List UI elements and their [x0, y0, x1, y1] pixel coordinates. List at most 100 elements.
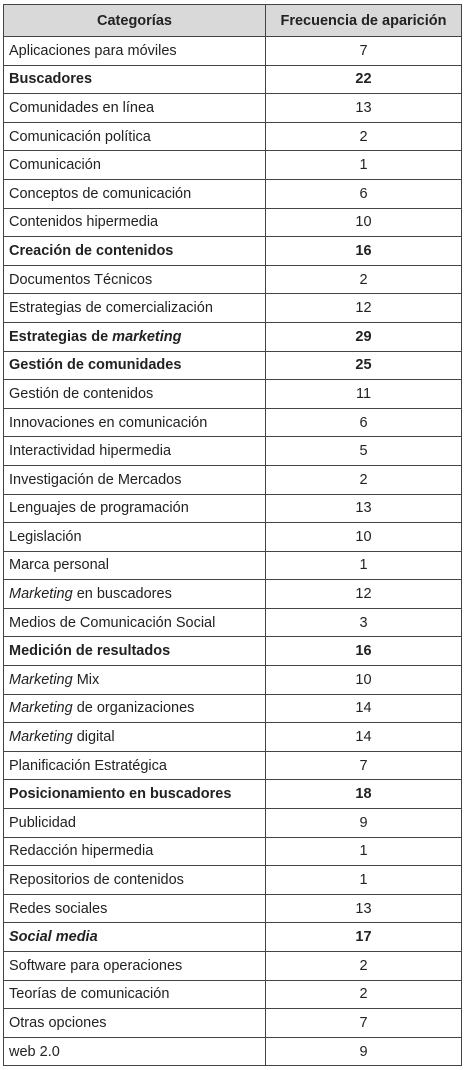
table-row: Comunicación política 2 [3, 121, 462, 152]
category-text: Marca personal [9, 557, 109, 574]
category-text: Medición de resultados [9, 643, 171, 660]
category-cell: Marketing de organizaciones [3, 693, 266, 724]
frequency-cell: 16 [265, 636, 462, 667]
frequency-cell: 16 [265, 236, 462, 266]
category-cell: Publicidad [3, 808, 266, 838]
frequency-cell: 13 [265, 93, 462, 123]
frequency-cell: 2 [265, 464, 462, 495]
frequency-cell: 13 [265, 493, 462, 524]
table-row: Lenguajes de programación 13 [3, 493, 462, 524]
category-cell: Comunicación política [3, 121, 266, 152]
category-text: Contenidos hipermedia [9, 214, 159, 231]
table-row: Medición de resultados 16 [3, 636, 462, 667]
table-row: Software para operaciones 2 [3, 951, 462, 981]
table-row: Comunicación 1 [3, 150, 462, 180]
frequency-cell: 7 [265, 1008, 462, 1038]
category-cell: Gestión de comunidades [3, 350, 266, 381]
frequency-cell: 7 [265, 750, 462, 781]
category-cell: Comunicación [3, 150, 266, 180]
frequency-cell: 22 [265, 64, 462, 95]
frequency-cell: 10 [265, 522, 462, 552]
category-cell: Redes sociales [3, 893, 266, 924]
category-text: Redes sociales [9, 900, 108, 917]
table-row: Marketing de organizaciones 14 [3, 693, 462, 724]
table-row: Repositorios de contenidos 1 [3, 865, 462, 895]
category-cell: Estrategias de comercialización [3, 293, 266, 323]
category-cell: Gestión de contenidos [3, 379, 266, 409]
category-cell: Software para operaciones [3, 951, 266, 981]
table-row: Marketing digital 14 [3, 722, 462, 752]
category-cell: Social media [3, 922, 266, 952]
category-text: web 2.0 [9, 1043, 60, 1060]
category-cell: Conceptos de comunicación [3, 178, 266, 209]
category-text: Social media [9, 929, 98, 946]
category-cell: Aplicaciones para móviles [3, 36, 266, 66]
frequency-cell: 12 [265, 293, 462, 323]
frequency-cell: 25 [265, 350, 462, 381]
category-cell: Repositorios de contenidos [3, 865, 266, 895]
category-text: Documentos Técnicos [9, 271, 153, 288]
category-text: marketing [112, 328, 182, 345]
table-row: Gestión de comunidades 25 [3, 350, 462, 381]
category-cell: Documentos Técnicos [3, 264, 266, 295]
category-cell: Comunidades en línea [3, 93, 266, 123]
category-cell: Creación de contenidos [3, 236, 266, 266]
frequency-cell: 11 [265, 379, 462, 409]
category-text: Publicidad [9, 814, 76, 831]
category-text: Interactividad hipermedia [9, 443, 172, 460]
frequency-cell: 18 [265, 779, 462, 810]
category-cell: Posicionamiento en buscadores [3, 779, 266, 810]
category-cell: Marketing en buscadores [3, 579, 266, 609]
table-row: Social media 17 [3, 922, 462, 952]
category-text: Creación de contenidos [9, 242, 174, 259]
category-text: Redacción hipermedia [9, 843, 154, 860]
table-row: Otras opciones 7 [3, 1008, 462, 1038]
category-text: Posicionamiento en buscadores [9, 786, 232, 803]
category-text: Planificación Estratégica [9, 757, 167, 774]
category-text: Investigación de Mercados [9, 471, 182, 488]
category-cell: Investigación de Mercados [3, 464, 266, 495]
table-row: Innovaciones en comunicación 6 [3, 407, 462, 438]
category-text: Marketing [9, 729, 73, 746]
frequency-cell: 9 [265, 1036, 462, 1067]
category-text: Buscadores [9, 71, 93, 88]
frequency-cell: 1 [265, 550, 462, 581]
table-row: Creación de contenidos 16 [3, 236, 462, 266]
header-cell: Categorías [3, 4, 266, 37]
category-cell: Medición de resultados [3, 636, 266, 667]
table-row: Gestión de contenidos 11 [3, 379, 462, 409]
table-row: Marca personal 1 [3, 550, 462, 581]
frequency-cell: 29 [265, 321, 462, 352]
table-body: Aplicaciones para móviles 7 Buscadores 22 Co… [3, 36, 462, 1067]
category-cell: Marketing digital [3, 722, 266, 752]
table-row: Buscadores 22 [3, 64, 462, 95]
frequency-cell: 13 [265, 893, 462, 924]
frequency-cell: 1 [265, 150, 462, 180]
category-cell: Buscadores [3, 64, 266, 95]
category-text: digital [72, 729, 115, 746]
table-row: Conceptos de comunicación 6 [3, 178, 462, 209]
frequency-table: Categorías Frecuencia de aparición Aplic… [3, 4, 462, 1067]
category-text: Legislación [9, 528, 82, 545]
category-cell: Teorías de comunicación [3, 979, 266, 1010]
category-cell: Marca personal [3, 550, 266, 581]
table-row: Estrategias de comercialización 12 [3, 293, 462, 323]
header-row: Categorías Frecuencia de aparición [3, 4, 462, 37]
table-row: Marketing Mix 10 [3, 665, 462, 695]
frequency-cell: 5 [265, 436, 462, 466]
table-row: Posicionamiento en buscadores 18 [3, 779, 462, 810]
category-text: Lenguajes de programación [9, 500, 189, 517]
category-text: Estrategias de [9, 328, 113, 345]
category-text: Marketing [9, 586, 73, 603]
category-text: de organizaciones [72, 700, 195, 717]
table-row: Interactividad hipermedia 5 [3, 436, 462, 466]
frequency-cell: 6 [265, 407, 462, 438]
category-text: Aplicaciones para móviles [9, 42, 177, 59]
table-row: Teorías de comunicación 2 [3, 979, 462, 1010]
frequency-cell: 17 [265, 922, 462, 952]
table-row: Marketing en buscadores 12 [3, 579, 462, 609]
frequency-cell: 3 [265, 607, 462, 638]
category-cell: Planificación Estratégica [3, 750, 266, 781]
table-row: Legislación 10 [3, 522, 462, 552]
frequency-cell: 6 [265, 178, 462, 209]
